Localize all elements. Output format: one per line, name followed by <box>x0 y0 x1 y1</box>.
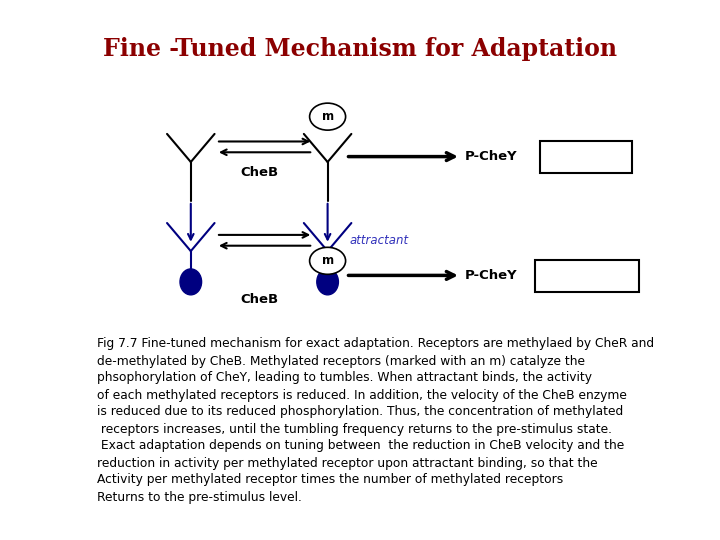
Text: attractant: attractant <box>349 234 408 247</box>
Circle shape <box>310 103 346 130</box>
Text: P-CheY: P-CheY <box>464 269 517 282</box>
Text: CheB: CheB <box>240 166 278 179</box>
Text: P-CheY: P-CheY <box>464 150 517 163</box>
Text: m: m <box>322 110 333 123</box>
Text: Tumbling: Tumbling <box>554 150 618 163</box>
Ellipse shape <box>180 269 202 295</box>
Text: Fine -Tuned Mechanism for Adaptation: Fine -Tuned Mechanism for Adaptation <box>103 37 617 60</box>
Text: Fig 7.7 Fine-tuned mechanism for exact adaptation. Receptors are methylaed by Ch: Fig 7.7 Fine-tuned mechanism for exact a… <box>97 338 654 503</box>
Ellipse shape <box>317 269 338 295</box>
Text: CheB: CheB <box>240 293 278 306</box>
Text: Less Tumbling: Less Tumbling <box>540 269 634 282</box>
Text: m: m <box>322 254 333 267</box>
FancyBboxPatch shape <box>540 141 632 173</box>
Circle shape <box>310 247 346 274</box>
FancyBboxPatch shape <box>535 260 639 292</box>
